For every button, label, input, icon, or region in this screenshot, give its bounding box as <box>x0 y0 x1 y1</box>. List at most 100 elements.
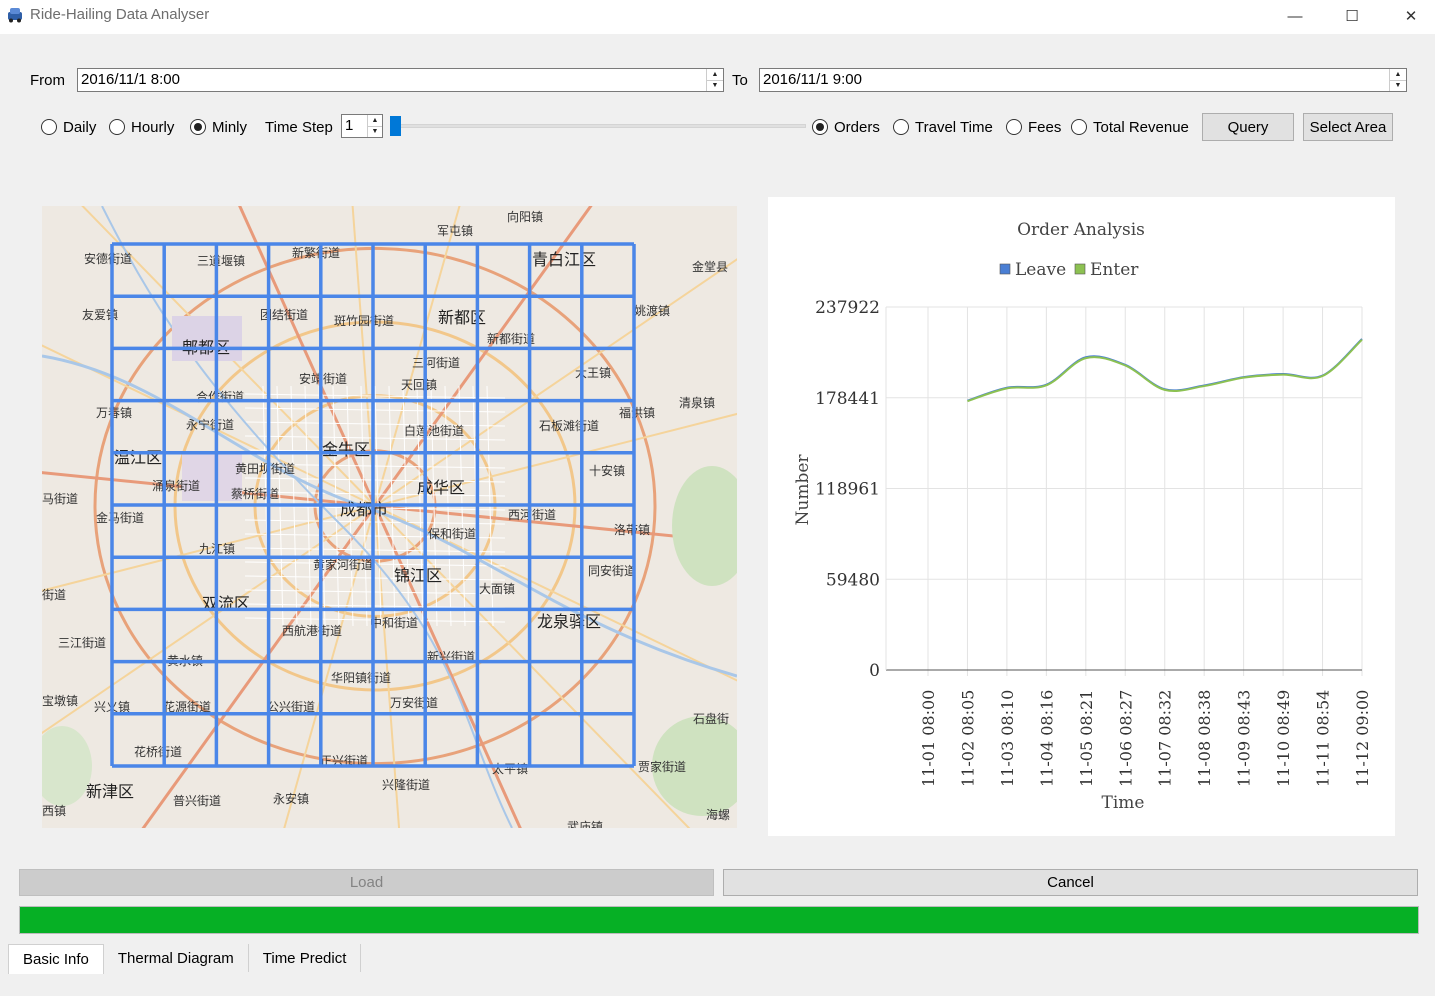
legend-swatch <box>999 263 1011 275</box>
radio-dot[interactable] <box>109 119 125 135</box>
map-place-label: 街道 <box>42 588 67 602</box>
map-place-label: 福洪镇 <box>619 406 656 420</box>
map-place-label: 保和街道 <box>428 527 477 541</box>
x-tick-label: 11-02 08:05 <box>958 690 977 787</box>
order-chart: Order Analysis Leave Enter 0 59480 118961 1784… <box>768 197 1395 836</box>
map-place-label: 向阳镇 <box>507 210 544 224</box>
map-place-label: 永宁街道 <box>186 418 235 432</box>
spin-up-icon[interactable]: ▲ <box>1394 70 1402 78</box>
map-place-label: 海螺 <box>706 808 731 822</box>
spin-up-icon[interactable]: ▲ <box>371 116 379 124</box>
map-place-label: 武庙镇 <box>567 820 604 828</box>
map-place-label: 新都街道 <box>487 332 536 346</box>
tab-thermal-diagram[interactable]: Thermal Diagram <box>104 944 249 972</box>
radio-daily[interactable]: Daily <box>41 117 96 137</box>
from-spinner[interactable]: ▲ ▼ <box>706 69 723 91</box>
map-roads <box>42 206 737 828</box>
window-title: Ride-Hailing Data Analyser <box>30 6 210 23</box>
select-area-button[interactable]: Select Area <box>1303 113 1393 141</box>
x-tick-label: 11-05 08:21 <box>1077 690 1096 787</box>
maximize-button[interactable]: ☐ <box>1345 8 1359 25</box>
map-place-label: 西航港街道 <box>282 624 343 638</box>
map-place-label: 大面镇 <box>479 582 516 596</box>
area-grid[interactable] <box>42 206 737 828</box>
title-bar: Ride-Hailing Data Analyser — ☐ ✕ <box>0 0 1435 34</box>
to-spinner[interactable]: ▲ ▼ <box>1389 69 1406 91</box>
map-place-label: 白莲池街道 <box>404 424 465 438</box>
map-place-label: 军屯镇 <box>437 224 474 238</box>
radio-dot[interactable] <box>1071 119 1087 135</box>
load-button[interactable]: Load <box>19 869 714 896</box>
radio-dot-selected[interactable] <box>812 119 828 135</box>
spin-down-icon[interactable]: ▼ <box>368 126 382 137</box>
radio-total-revenue[interactable]: Total Revenue <box>1071 117 1189 137</box>
map-place-label: 中和街道 <box>370 616 419 630</box>
legend-swatch <box>1074 263 1086 275</box>
time-step-slider-handle[interactable] <box>390 116 401 136</box>
map-place-label: 公兴街道 <box>267 700 316 714</box>
cancel-button[interactable]: Cancel <box>723 869 1418 896</box>
map-place-label: 天回镇 <box>401 378 438 392</box>
radio-fees[interactable]: Fees <box>1006 117 1061 137</box>
map-place-label: 普兴街道 <box>173 794 222 808</box>
radio-orders[interactable]: Orders <box>812 117 880 137</box>
radio-dot-selected[interactable] <box>190 119 206 135</box>
y-tick-label: 59480 <box>826 570 880 590</box>
radio-label: Orders <box>834 118 880 136</box>
map-place-label: 团结街道 <box>260 308 309 322</box>
radio-minly[interactable]: Minly <box>190 117 247 137</box>
series-line-enter <box>967 338 1363 403</box>
x-tick-label: 11-10 08:49 <box>1274 690 1293 787</box>
radio-label: Minly <box>212 118 248 136</box>
map-place-label: 金马街道 <box>96 511 145 525</box>
map-place-label: 兴隆街道 <box>382 778 431 792</box>
tab-bar: Basic Info Thermal Diagram Time Predict <box>8 944 362 974</box>
time-step-value: 1 <box>345 117 354 134</box>
x-axis-label: Time <box>1102 793 1145 813</box>
x-tick-label: 11-07 08:32 <box>1156 690 1175 787</box>
x-tick-label: 11-12 09:00 <box>1353 690 1372 787</box>
tab-basic-info[interactable]: Basic Info <box>8 944 104 974</box>
progress-bar <box>19 906 1419 934</box>
map-place-label: 安德街道 <box>84 252 133 266</box>
from-datetime-input[interactable]: 2016/11/1 8:00 ▲ ▼ <box>77 68 724 92</box>
minimize-button[interactable]: — <box>1287 7 1303 25</box>
map-place-label: 成华区 <box>417 478 466 497</box>
radio-travel-time[interactable]: Travel Time <box>893 117 993 137</box>
map-place-label: 青白江区 <box>532 250 597 269</box>
map-place-label: 永安镇 <box>273 792 310 806</box>
radio-dot[interactable] <box>893 119 909 135</box>
from-label: From <box>30 72 65 89</box>
radio-label: Travel Time <box>915 118 993 136</box>
map-place-label: 西河街道 <box>508 508 557 522</box>
y-tick-label: 237922 <box>815 298 880 318</box>
spin-down-icon[interactable]: ▼ <box>707 80 723 91</box>
map-place-label: 石板滩街道 <box>539 419 600 433</box>
time-step-spinbox[interactable]: 1 ▲ ▼ <box>341 114 383 138</box>
close-button[interactable]: ✕ <box>1404 8 1418 25</box>
map-place-label: 宝墩镇 <box>42 694 79 708</box>
query-button[interactable]: Query <box>1202 113 1294 141</box>
radio-dot[interactable] <box>41 119 57 135</box>
map-place-label: 新都区 <box>438 308 487 327</box>
x-tick-label: 11-03 08:10 <box>998 690 1017 787</box>
spin-up-icon[interactable]: ▲ <box>711 70 719 78</box>
radio-hourly[interactable]: Hourly <box>109 117 174 137</box>
to-datetime-input[interactable]: 2016/11/1 9:00 ▲ ▼ <box>759 68 1407 92</box>
city-map[interactable]: 军屯镇 向阳镇 安德街道 三道堰镇 新繁街道 青白江区 金堂县 友爱镇 团结街道 斑竹园街道 新都区… <box>42 206 737 828</box>
time-step-spinner[interactable]: ▲ ▼ <box>367 115 382 137</box>
map-place-label: 花源街道 <box>163 700 212 714</box>
map-place-label: 金堂县 <box>692 260 729 274</box>
x-tick-label: 11-04 08:16 <box>1037 690 1056 787</box>
time-step-slider-track[interactable] <box>396 124 806 128</box>
map-place-label: 锦江区 <box>394 566 443 585</box>
map-place-label: 清泉镇 <box>679 396 716 410</box>
tab-time-predict[interactable]: Time Predict <box>249 944 362 972</box>
map-place-label: 三道堰镇 <box>197 254 246 268</box>
spin-down-icon[interactable]: ▼ <box>1390 80 1406 91</box>
chart-title: Order Analysis <box>1017 220 1145 240</box>
map-place-label: 洛带镇 <box>614 523 651 537</box>
radio-dot[interactable] <box>1006 119 1022 135</box>
map-place-label: 三江街道 <box>58 636 107 650</box>
map-place-label: 新繁街道 <box>292 246 341 260</box>
